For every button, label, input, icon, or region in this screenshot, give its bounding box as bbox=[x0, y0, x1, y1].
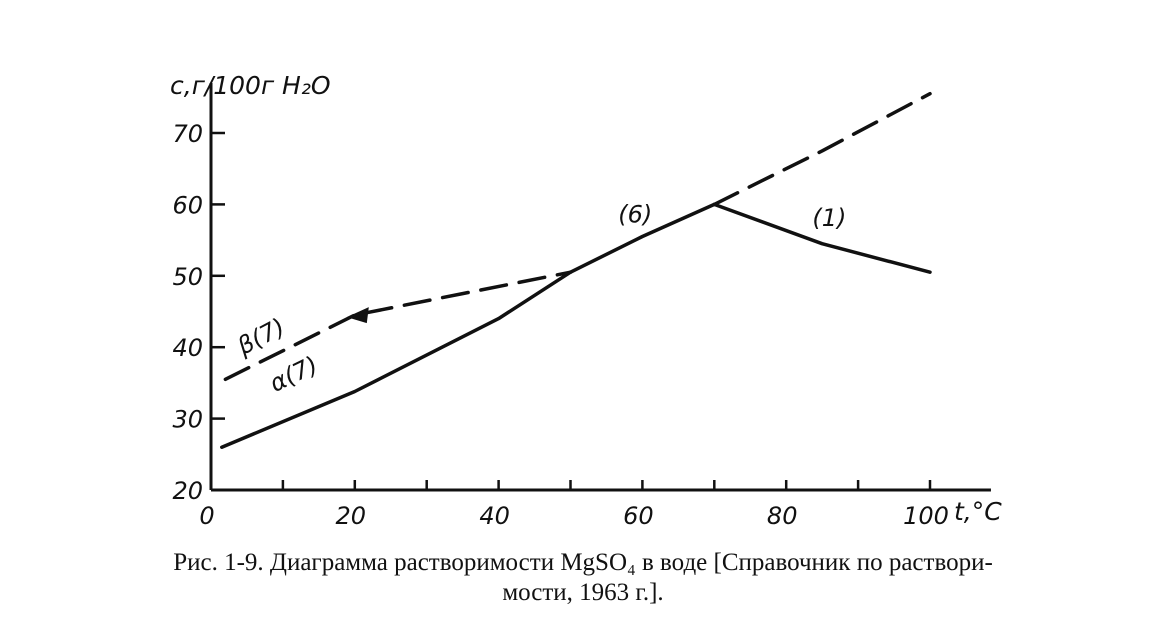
y-tick-label-40: 40 bbox=[172, 334, 203, 362]
y-axis-label: c,г/100г H₂O bbox=[170, 71, 331, 100]
x-tick-label-0: 0 bbox=[199, 502, 214, 530]
x-tick-label-80: 80 bbox=[767, 502, 798, 530]
series-line-2 bbox=[712, 202, 932, 274]
curve-label-1: α(7) bbox=[265, 351, 322, 398]
series-line-0 bbox=[220, 270, 573, 449]
curve-label-3: (1) bbox=[812, 204, 846, 232]
x-axis-label: t,°C bbox=[954, 497, 1002, 526]
y-tick-label-50: 50 bbox=[172, 263, 203, 291]
x-tick-label-40: 40 bbox=[479, 502, 510, 530]
caption-line-1: Рис. 1-9. Диаграмма растворимости MgSO₄ … bbox=[173, 549, 993, 576]
y-tick-label-70: 70 bbox=[172, 120, 203, 148]
x-tick-label-20: 20 bbox=[336, 502, 367, 530]
x-tick-label-60: 60 bbox=[623, 502, 654, 530]
y-tick-label-60: 60 bbox=[172, 191, 203, 219]
beta-arrow-head bbox=[346, 307, 369, 324]
series-line-1 bbox=[568, 202, 717, 274]
curve-label-2: (6) bbox=[618, 200, 652, 228]
figure-caption: Рис. 1-9. Диаграмма растворимости MgSO₄ … bbox=[0, 548, 1166, 608]
x-tick-label-100: 100 bbox=[903, 502, 949, 530]
y-tick-label-30: 30 bbox=[172, 406, 203, 434]
series-line-3 bbox=[223, 270, 573, 382]
caption-line-2: мости, 1963 г.]. bbox=[502, 579, 664, 606]
series-line-4 bbox=[712, 91, 932, 207]
y-tick-label-20: 20 bbox=[172, 477, 203, 505]
